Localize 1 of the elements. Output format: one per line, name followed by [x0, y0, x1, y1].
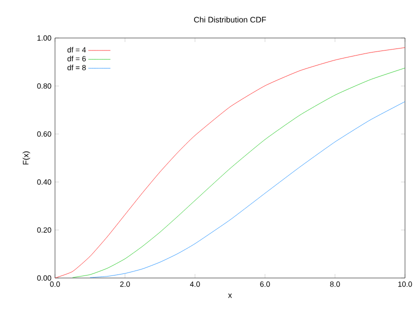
line-series [90, 101, 406, 278]
